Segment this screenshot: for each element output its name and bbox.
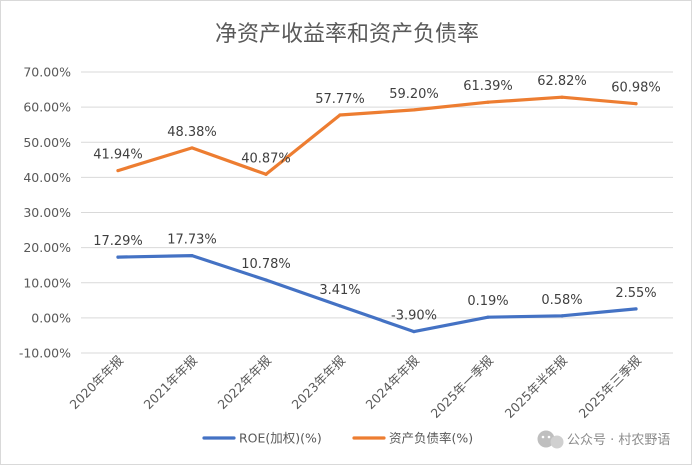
legend: ROE(加权)(%) 资产负债率(%) xyxy=(202,431,473,446)
data-label: 41.94% xyxy=(93,148,143,163)
data-point xyxy=(264,172,268,176)
data-label: 59.20% xyxy=(389,87,439,102)
data-point xyxy=(560,95,564,99)
y-tick-label: 10.00% xyxy=(23,275,71,290)
wechat-icon xyxy=(537,430,564,449)
x-tick-label: 2024年年报 xyxy=(363,352,423,412)
gridlines xyxy=(81,71,673,354)
y-tick-label: 70.00% xyxy=(23,65,71,80)
x-tick-label: 2020年年报 xyxy=(67,352,127,412)
watermark: 公众号 · 村农野语 xyxy=(537,430,670,449)
y-tick-label: -10.00% xyxy=(19,346,71,361)
data-point xyxy=(116,255,120,259)
legend-label: ROE(加权)(%) xyxy=(239,431,322,446)
series-line xyxy=(116,95,638,176)
y-tick-label: 20.00% xyxy=(23,240,71,255)
x-tick-label: 2022年年报 xyxy=(215,352,275,412)
data-point xyxy=(190,253,194,258)
data-point xyxy=(634,307,638,311)
data-label: 0.19% xyxy=(467,294,508,309)
data-label: 10.78% xyxy=(241,257,291,272)
data-label: 57.77% xyxy=(315,92,365,107)
data-point xyxy=(486,100,490,104)
data-label: 61.39% xyxy=(463,79,513,94)
legend-label: 资产负债率(%) xyxy=(389,431,473,446)
data-label: 3.41% xyxy=(319,283,360,298)
data-point xyxy=(190,146,194,150)
data-point xyxy=(486,315,490,319)
data-label: 2.55% xyxy=(615,286,656,301)
data-point xyxy=(338,304,342,308)
data-point xyxy=(412,329,416,334)
data-label: 0.58% xyxy=(541,293,582,308)
data-label: 48.38% xyxy=(167,125,217,140)
data-label: 62.82% xyxy=(537,74,587,89)
x-tick-label: 2025年半年报 xyxy=(502,352,571,421)
y-tick-label: 60.00% xyxy=(23,100,71,115)
x-tick-label: 2025年一季报 xyxy=(428,352,497,421)
y-tick-label: 30.00% xyxy=(23,205,71,220)
data-point xyxy=(338,113,342,117)
y-axis-ticks: 70.00% 60.00% 50.00% 40.00% 30.00% 20.00% 10.0… xyxy=(19,65,71,361)
series-line xyxy=(116,254,638,334)
y-tick-label: 40.00% xyxy=(23,170,71,185)
data-label: -3.90% xyxy=(391,309,437,324)
data-point xyxy=(264,278,268,282)
watermark-text: 公众号 · 村农野语 xyxy=(567,433,670,448)
data-label: 60.98% xyxy=(611,81,661,96)
data-label: 17.73% xyxy=(167,233,217,248)
x-tick-label: 2025年三季报 xyxy=(576,352,645,421)
x-tick-label: 2021年年报 xyxy=(141,352,201,412)
data-labels: 17.29% 17.73% 10.78% 3.41% -3.90% 0.19% 0.58% 2… xyxy=(93,74,661,323)
data-point xyxy=(634,102,638,106)
data-point xyxy=(412,108,416,112)
data-label: 40.87% xyxy=(241,151,291,166)
y-tick-label: 50.00% xyxy=(23,135,71,150)
data-label: 17.29% xyxy=(93,234,143,249)
y-tick-label: 0.00% xyxy=(31,310,71,325)
x-tick-label: 2023年年报 xyxy=(289,352,349,412)
series-lines xyxy=(116,95,638,334)
chart-title: 净资产收益率和资产负债率 xyxy=(215,22,479,47)
x-axis-ticks: 2020年年报 2021年年报 2022年年报 2023年年报 2024年年报 2025年… xyxy=(67,352,645,421)
data-point xyxy=(116,168,120,173)
data-point xyxy=(560,314,564,318)
